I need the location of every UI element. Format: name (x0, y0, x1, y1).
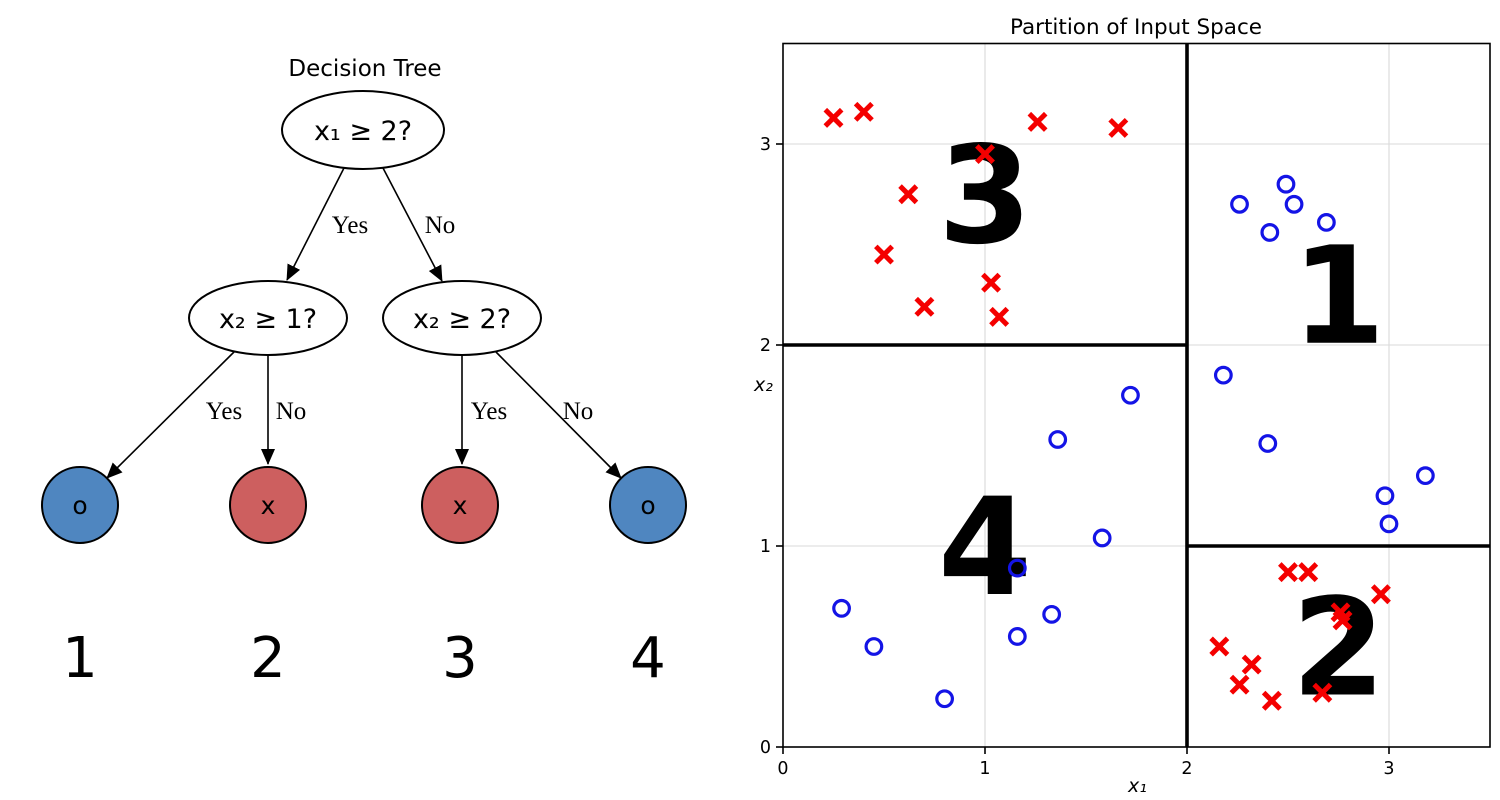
x-tick-label-2: 2 (1181, 759, 1192, 779)
scatter-point-x-14 (1332, 610, 1353, 631)
left-node-ellipse (188, 280, 348, 356)
leaf2-symbol: x (261, 491, 276, 520)
scatter-point-o-15 (1042, 604, 1062, 624)
leaf3-number: 3 (442, 626, 478, 691)
plot-title: Partition of Input Space (1010, 15, 1262, 40)
region-label-3: 3 (938, 117, 1032, 274)
edge-root-to-left (286, 167, 345, 281)
scatter-point-x-6 (874, 244, 894, 265)
leaf4-circle (609, 466, 687, 544)
edge-label-yes-2: Yes (206, 398, 242, 425)
edge-label-yes-1: Yes (332, 212, 368, 239)
right-node-ellipse (382, 280, 542, 356)
root-node-ellipse (281, 90, 445, 170)
scatter-point-x-18 (1261, 690, 1282, 711)
scatter-point-x-16 (1241, 654, 1262, 675)
scatter-point-o-10 (1121, 385, 1140, 405)
edge-label-no-2: No (276, 398, 307, 425)
decision-tree-panel: Decision Tree Yes No Yes No Yes No x₁ ≥ … (41, 56, 687, 691)
leaf2-number: 2 (250, 626, 286, 691)
x-tick-label-1: 1 (979, 759, 990, 779)
scatter-point-o-1 (1276, 174, 1296, 194)
scatter-point-x-15 (1209, 636, 1230, 657)
scatter-point-x-1 (853, 101, 874, 122)
left-node-label: x₂ ≥ 1? (219, 304, 317, 335)
region-label-4: 4 (938, 469, 1032, 626)
leaf2-circle (229, 466, 307, 544)
scatter-point-o-5 (1213, 365, 1233, 385)
scatter-point-o-16 (1007, 627, 1027, 646)
edge-root-to-right (382, 167, 443, 282)
scatter-point-o-12 (1092, 528, 1112, 548)
y-tick-label-1: 1 (760, 537, 771, 557)
scatter-point-o-2 (1284, 194, 1304, 214)
scatter-point-o-6 (1258, 434, 1278, 453)
scatter-point-x-10 (1278, 562, 1298, 583)
scatter-point-x-7 (981, 272, 1002, 293)
scatter-point-x-17 (1229, 674, 1250, 695)
x-axis-label: x₁ (1127, 775, 1147, 797)
leaf1-symbol: o (72, 491, 87, 520)
y-tick-label-2: 2 (760, 336, 771, 356)
partition-plot-panel: Partition of Input Space x₁ x₂ 1 2 3 4 0 1 2 3 0… (750, 0, 1500, 800)
scatter-point-x-11 (1298, 562, 1319, 583)
edge-left-to-leaf1 (106, 351, 235, 479)
leaf4-symbol: o (640, 491, 655, 520)
tree-title: Decision Tree (288, 56, 441, 82)
scatter-point-o-17 (864, 637, 884, 656)
scatter-point-o-9 (1379, 514, 1399, 534)
region-label-2: 2 (1292, 570, 1386, 727)
scatter-point-x-0 (823, 107, 844, 128)
scatter-point-x-5 (898, 184, 919, 205)
edge-label-yes-3: Yes (471, 398, 507, 425)
y-axis-label: x₂ (753, 374, 773, 396)
y-tick-label-3: 3 (760, 135, 771, 155)
root-node-label: x₁ ≥ 2? (314, 116, 412, 147)
edge-label-no-3: No (563, 398, 594, 425)
scatter-point-o-8 (1415, 466, 1435, 486)
scatter-point-o-7 (1375, 486, 1395, 506)
scatter-point-x-2 (1027, 111, 1048, 132)
edge-label-no-1: No (425, 212, 456, 239)
plot-border (782, 42, 1491, 748)
scatter-point-x-9 (989, 306, 1010, 327)
scatter-point-x-8 (914, 296, 935, 317)
scatter-point-o-3 (1260, 223, 1280, 242)
leaf1-circle (41, 466, 119, 544)
scatter-point-o-18 (935, 689, 955, 709)
leaf3-circle (421, 466, 499, 544)
edge-right-to-leaf4 (495, 351, 622, 479)
partition-plot: Partition of Input Space x₁ x₂ 1 2 3 4 0 1 2 3 0… (753, 15, 1491, 797)
leaf4-number: 4 (630, 626, 666, 691)
decision-tree-diagram: Decision Tree Yes No Yes No Yes No x₁ ≥ … (41, 56, 687, 691)
scatter-point-x-3 (1108, 117, 1129, 138)
scatter-point-x-19 (1312, 682, 1333, 703)
x-tick-label-0: 0 (777, 759, 788, 779)
scatter-point-x-12 (1370, 584, 1391, 605)
y-tick-label-0: 0 (760, 738, 771, 758)
scatter-point-o-14 (832, 598, 851, 618)
scatter-point-o-13 (1007, 558, 1027, 578)
scatter-point-x-4 (975, 144, 995, 165)
scatter-point-o-4 (1316, 212, 1336, 232)
scatter-point-o-0 (1230, 194, 1249, 214)
region-label-1: 1 (1292, 218, 1386, 375)
x-tick-label-3: 3 (1383, 759, 1394, 779)
scatter-point-o-11 (1048, 430, 1068, 449)
right-node-label: x₂ ≥ 2? (413, 304, 511, 335)
leaf1-number: 1 (62, 626, 98, 691)
leaf3-symbol: x (453, 491, 468, 520)
